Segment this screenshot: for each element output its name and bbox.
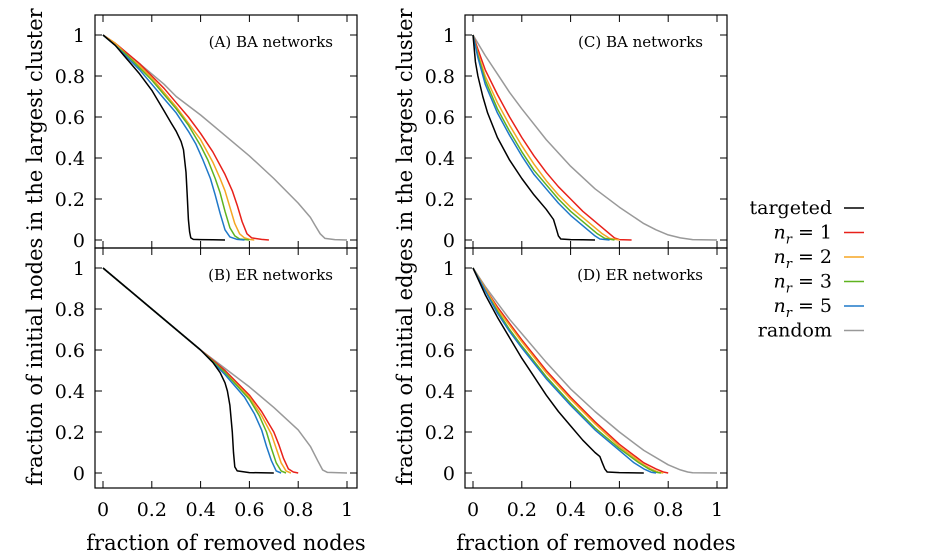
y-tick-label: 0.2 (55, 422, 85, 444)
y-tick-label: 0.4 (425, 381, 455, 403)
series-line-random (472, 34, 718, 241)
series-line-targeted (472, 267, 644, 474)
legend-sub: r (786, 282, 793, 297)
legend-suffix: = 5 (792, 295, 832, 317)
xlabel-right: fraction of removed nodes (456, 531, 735, 555)
legend-entry-nr1: nr = 1 (773, 222, 864, 248)
x-tick-label: 0.2 (137, 499, 167, 521)
legend-label: targeted (750, 197, 833, 219)
series-line-nr5 (472, 267, 657, 474)
panel-title: (A) BA networks (209, 33, 333, 51)
legend-entry-nr3: nr = 3 (773, 271, 864, 297)
y-tick-label: 0 (73, 463, 85, 485)
legend-entry-nr5: nr = 5 (773, 295, 864, 321)
x-tick-label: 1 (711, 499, 723, 521)
y-tick-label: 1 (73, 25, 85, 47)
panel-frame (464, 247, 728, 489)
panel-C: 0 0.2 0.4 0.6 0.8 1 (C) BA networks (425, 14, 728, 252)
panel-D: 0 0.2 0.4 0.6 0.8 1 0 0.2 0.4 0.6 0.8 1 (D) ER netwo… (425, 247, 728, 521)
y-tick-label: 0 (443, 230, 455, 252)
y-tick-label: 0.6 (55, 107, 85, 129)
series-line-nr3 (472, 267, 662, 474)
y-tick-label: 1 (443, 25, 455, 47)
series-line-targeted (102, 267, 274, 474)
series-line-nr3 (102, 34, 250, 241)
legend-sub: r (786, 257, 793, 272)
legend-label: nr = 3 (773, 271, 832, 297)
series-line-random (472, 267, 718, 474)
legend-sub: r (786, 306, 793, 321)
y-tick-label: 0.8 (425, 299, 455, 321)
y-tick-label: 0.6 (425, 340, 455, 362)
y-tick-label: 0 (443, 463, 455, 485)
y-tick-label: 0.4 (55, 381, 85, 403)
x-tick-label: 0.8 (653, 499, 683, 521)
legend-var: n (773, 295, 785, 317)
panel-A: 0 0.2 0.4 0.6 0.8 1 (A) BA networks (55, 14, 358, 252)
x-tick-label: 0.6 (604, 499, 634, 521)
legend-sub: r (786, 233, 793, 248)
series-line-targeted (472, 34, 596, 241)
series-line-nr2 (102, 34, 255, 241)
legend-label: nr = 5 (773, 295, 832, 321)
series-line-nr2 (102, 267, 292, 474)
y-tick-label: 0 (73, 230, 85, 252)
panel-title: (C) BA networks (578, 33, 703, 51)
x-tick-label: 0 (467, 499, 479, 521)
panel-frame (94, 247, 358, 489)
series-line-nr2 (472, 267, 664, 474)
legend-suffix: = 1 (792, 222, 832, 244)
panel-title: (D) ER networks (577, 266, 703, 284)
legend-var: n (773, 222, 785, 244)
legend-entry-targeted: targeted (750, 197, 864, 219)
y-tick-label: 0.8 (55, 299, 85, 321)
y-tick-label: 0.2 (425, 189, 455, 211)
panel-title: (B) ER networks (208, 266, 333, 284)
y-tick-label: 1 (443, 258, 455, 280)
legend-var: n (773, 271, 785, 293)
y-tick-label: 0.4 (55, 148, 85, 170)
y-tick-label: 0.4 (425, 148, 455, 170)
series-line-nr5 (102, 267, 282, 474)
y-tick-label: 0.8 (55, 66, 85, 88)
series-line-targeted (102, 34, 226, 241)
series-line-nr1 (472, 34, 632, 241)
legend-var: n (773, 246, 785, 268)
y-tick-label: 0.6 (55, 340, 85, 362)
y-tick-label: 0.2 (425, 422, 455, 444)
legend-label: nr = 1 (773, 222, 832, 248)
x-tick-label: 1 (341, 499, 353, 521)
series-line-nr1 (102, 34, 269, 241)
legend-suffix: = 2 (792, 246, 832, 268)
y-tick-label: 0.8 (425, 66, 455, 88)
series-line-nr5 (472, 34, 610, 241)
panel-B: 0 0.2 0.4 0.6 0.8 1 0 0.2 0.4 0.6 0.8 1 (B) ER netwo… (55, 247, 358, 521)
panels: 00.20.40.60.81 (A) BA networks00.20.40.60… (55, 14, 728, 521)
x-tick-label: 0.4 (555, 499, 585, 521)
series-line-nr1 (472, 267, 669, 474)
y-tick-label: 0.6 (425, 107, 455, 129)
legend-entry-nr2: nr = 2 (773, 246, 864, 272)
series-line-nr3 (472, 34, 615, 241)
x-tick-label: 0.8 (283, 499, 313, 521)
series-line-nr3 (102, 267, 287, 474)
legend-suffix: = 3 (792, 271, 832, 293)
x-tick-label: 0 (97, 499, 109, 521)
legend-label: nr = 2 (773, 246, 832, 272)
series-line-nr5 (102, 34, 245, 241)
legend-label: random (758, 320, 832, 342)
xlabel-left: fraction of removed nodes (86, 531, 365, 555)
series-line-nr2 (472, 34, 620, 241)
ylabel-right: fraction of initial edges in the largest… (393, 7, 417, 485)
x-tick-label: 0.6 (234, 499, 264, 521)
y-tick-label: 1 (73, 258, 85, 280)
x-tick-label: 0.2 (507, 499, 537, 521)
ylabel-left: fraction of initial nodes in the largest… (23, 7, 47, 485)
y-tick-label: 0.2 (55, 189, 85, 211)
x-tick-label: 0.4 (185, 499, 215, 521)
legend-entry-random: random (758, 320, 864, 342)
